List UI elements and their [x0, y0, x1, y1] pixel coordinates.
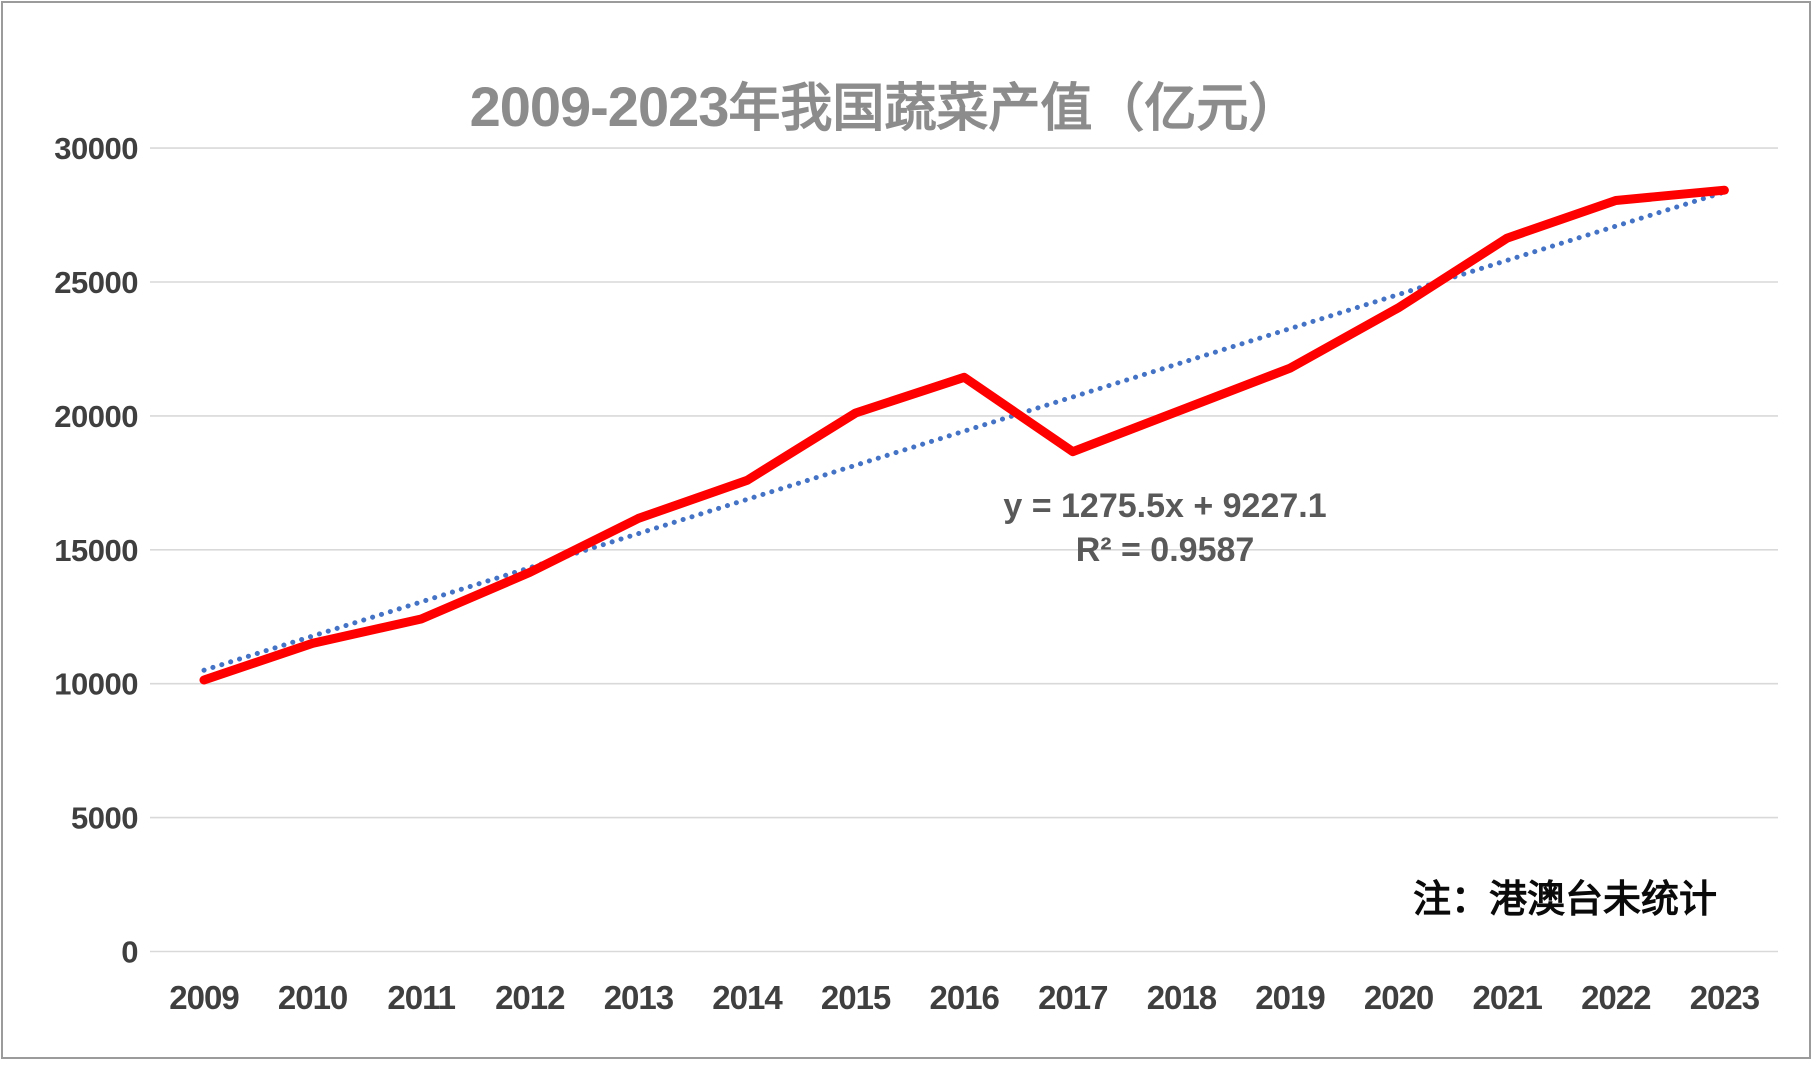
value-line — [199, 185, 1729, 685]
y-tick-label: 10000 — [54, 667, 138, 702]
x-tick-label: 2018 — [1147, 979, 1217, 1016]
x-tick-label: 2020 — [1364, 979, 1433, 1016]
x-tick-label: 2012 — [495, 979, 565, 1016]
x-tick-label: 2016 — [929, 979, 999, 1016]
chart-title-text: 年我国蔬菜产值（亿元） — [728, 78, 1301, 139]
x-tick-label: 2009 — [169, 979, 239, 1016]
x-tick-label: 2023 — [1690, 979, 1760, 1016]
y-tick-label: 30000 — [54, 131, 138, 166]
chart-title-year-range: 2009-2023 — [469, 75, 730, 138]
y-tick-label: 0 — [121, 935, 138, 970]
y-tick-label: 25000 — [54, 265, 138, 300]
x-tick-label: 2019 — [1255, 979, 1325, 1016]
x-tick-label: 2013 — [604, 979, 674, 1016]
y-tick-label: 15000 — [54, 533, 138, 568]
x-tick-label: 2011 — [387, 979, 455, 1016]
trendline-r-squared: R² = 0.9587 — [1075, 531, 1255, 569]
trendline — [201, 189, 1727, 673]
y-tick-label: 5000 — [71, 801, 138, 836]
x-tick-label: 2014 — [712, 979, 783, 1016]
trendline-equation-line: y = 1275.5x + 9227.1 — [1003, 487, 1327, 525]
x-tick-label: 2017 — [1038, 979, 1107, 1016]
x-tick-label: 2010 — [278, 979, 347, 1016]
trendline-equation: y = 1275.5x + 9227.1 R² = 0.9587 — [950, 484, 1380, 572]
y-tick-label: 20000 — [54, 399, 138, 434]
x-tick-label: 2015 — [821, 979, 891, 1016]
footnote: 注：港澳台未统计 — [1412, 879, 1717, 921]
chart-title: 2009-2023年我国蔬菜产值（亿元） — [0, 66, 1770, 141]
x-tick-label: 2021 — [1472, 979, 1542, 1016]
x-tick-label: 2022 — [1581, 979, 1651, 1016]
